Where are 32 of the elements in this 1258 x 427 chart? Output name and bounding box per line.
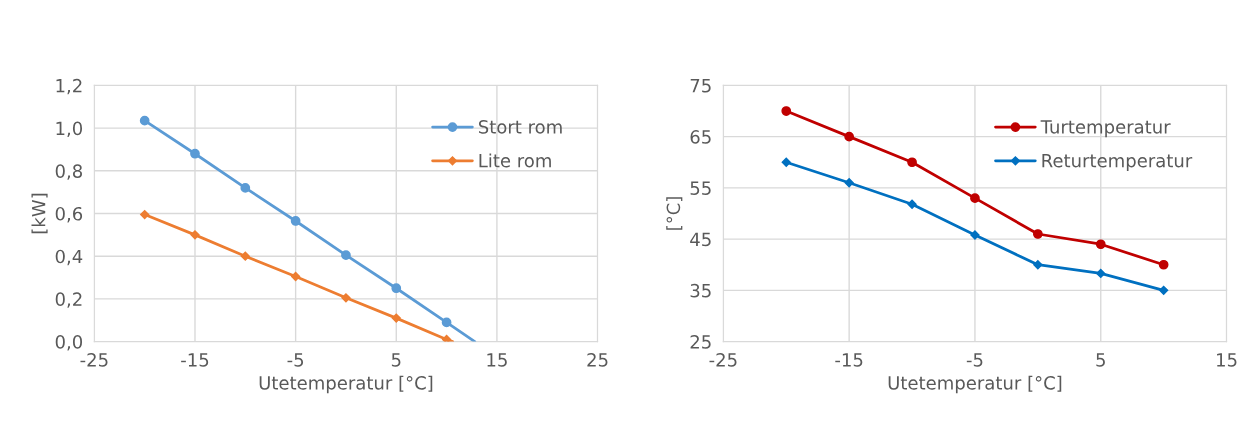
x-tick-label: -5: [287, 353, 304, 367]
x-tick-label: -25: [709, 353, 737, 367]
x-tick-label: -25: [80, 353, 108, 367]
legend-label: Stort rom: [478, 120, 562, 134]
legend-label: Turtemperatur: [1040, 120, 1171, 138]
y-tick-label: 1,0: [56, 121, 83, 138]
x-tick-label: 5: [1096, 353, 1105, 367]
y-tick-label: 0,4: [55, 249, 83, 266]
y-tick-label: 55: [690, 181, 711, 195]
y-tick-label: 75: [690, 79, 711, 93]
y-tick-label: 0,6: [55, 206, 83, 223]
x-tick-label: 15: [1217, 353, 1237, 367]
y-axis-title: [°C]: [666, 197, 683, 230]
y-tick-label: 0,8: [55, 164, 82, 180]
y-tick-label: 0,2: [55, 292, 82, 308]
y-tick-label: 25: [690, 335, 711, 349]
y-tick-label: 1,2: [56, 78, 82, 95]
x-tick-label: 25: [587, 353, 608, 367]
legend-label: Returtemperatur: [1042, 153, 1193, 171]
x-axis-title: Utetemperatur [°C]: [259, 375, 433, 394]
y-tick-label: 35: [690, 283, 711, 298]
y-tick-label: 65: [690, 130, 711, 144]
y-tick-label: 0,0: [55, 335, 83, 351]
x-tick-label: -15: [181, 353, 209, 367]
x-tick-label: 15: [487, 353, 507, 367]
y-tick-label: 45: [690, 232, 711, 247]
x-tick-label: -5: [966, 353, 983, 367]
x-tick-label: 5: [391, 353, 401, 367]
x-axis-title: Utetemperatur [°C]: [888, 375, 1062, 394]
x-tick-label: -15: [835, 353, 863, 367]
y-axis-title: [kW]: [31, 193, 48, 234]
legend-label: Lite rom: [479, 153, 551, 168]
